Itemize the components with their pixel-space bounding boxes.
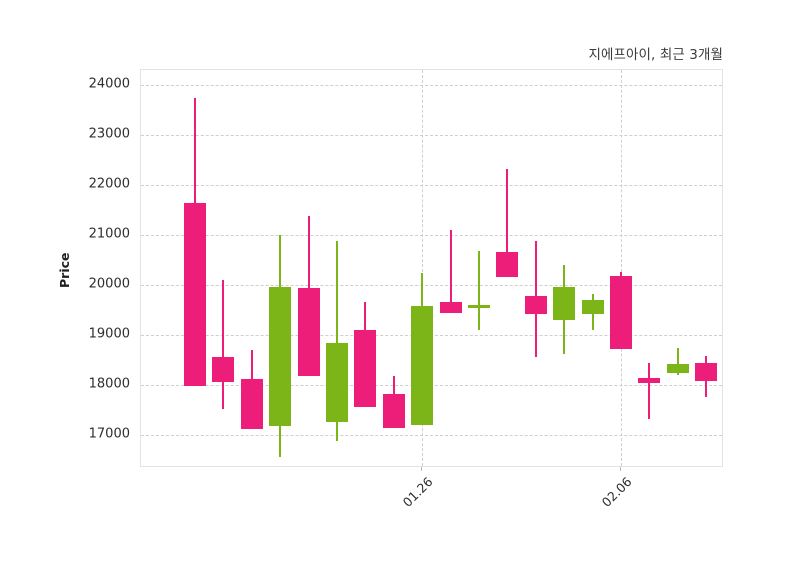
x-axis-tick-mark	[421, 467, 423, 471]
candlestick-body	[354, 330, 377, 408]
x-axis-tick-label: 02.06	[598, 474, 635, 510]
y-axis-tick-label: 21000	[88, 226, 130, 242]
candlestick-wick	[676, 347, 679, 376]
y-axis-tick-label: 17000	[88, 426, 130, 442]
candlestick-wick	[222, 280, 225, 410]
gridline-horizontal	[141, 185, 722, 187]
gridline-horizontal	[141, 135, 722, 137]
gridline-horizontal	[141, 235, 722, 237]
candlestick-body	[184, 202, 206, 387]
candlestick-body	[212, 357, 235, 383]
gridline-horizontal	[141, 85, 722, 87]
candlestick-wick	[449, 229, 452, 313]
candlestick-body	[297, 287, 320, 377]
candlestick-body	[695, 363, 718, 382]
y-axis-tick-label: 22000	[88, 176, 130, 192]
candlestick-wick	[336, 241, 338, 442]
candlestick-body	[240, 379, 263, 430]
plot-area	[140, 69, 723, 467]
y-axis-tick-label: 24000	[88, 76, 130, 92]
candlestick-body	[610, 276, 632, 349]
x-axis-tick-mark	[620, 467, 621, 471]
candlestick-body	[553, 286, 576, 320]
candlestick-body	[269, 287, 292, 427]
candlestick-body	[496, 251, 519, 277]
gridline-horizontal	[141, 435, 722, 437]
candlestick-body	[411, 306, 434, 426]
candlestick-body	[382, 393, 405, 428]
gridline-vertical	[621, 70, 622, 466]
x-axis-tick-label: 01.26	[399, 474, 436, 510]
y-axis-label: Price	[57, 252, 72, 289]
candlestick-wick	[648, 362, 651, 419]
y-axis-tick-label: 19000	[88, 326, 130, 342]
y-axis-tick-label: 18000	[88, 376, 130, 392]
candlestick-body	[468, 304, 490, 308]
candlestick-body	[638, 378, 661, 383]
candlestick-body	[581, 300, 604, 314]
candlestick-body	[326, 342, 348, 422]
candlestick-wick	[506, 169, 509, 277]
candlestick-body	[666, 364, 689, 374]
chart-title: 지에프아이, 최근 3개월	[588, 47, 723, 63]
candlestick-body	[524, 296, 547, 314]
y-axis-tick-label: 20000	[88, 276, 130, 292]
candlestick-wick	[478, 251, 480, 331]
candlestick-body	[439, 302, 462, 313]
gridline-horizontal	[141, 285, 722, 287]
y-axis-tick-label: 23000	[88, 126, 130, 142]
gridline-vertical	[422, 70, 424, 466]
